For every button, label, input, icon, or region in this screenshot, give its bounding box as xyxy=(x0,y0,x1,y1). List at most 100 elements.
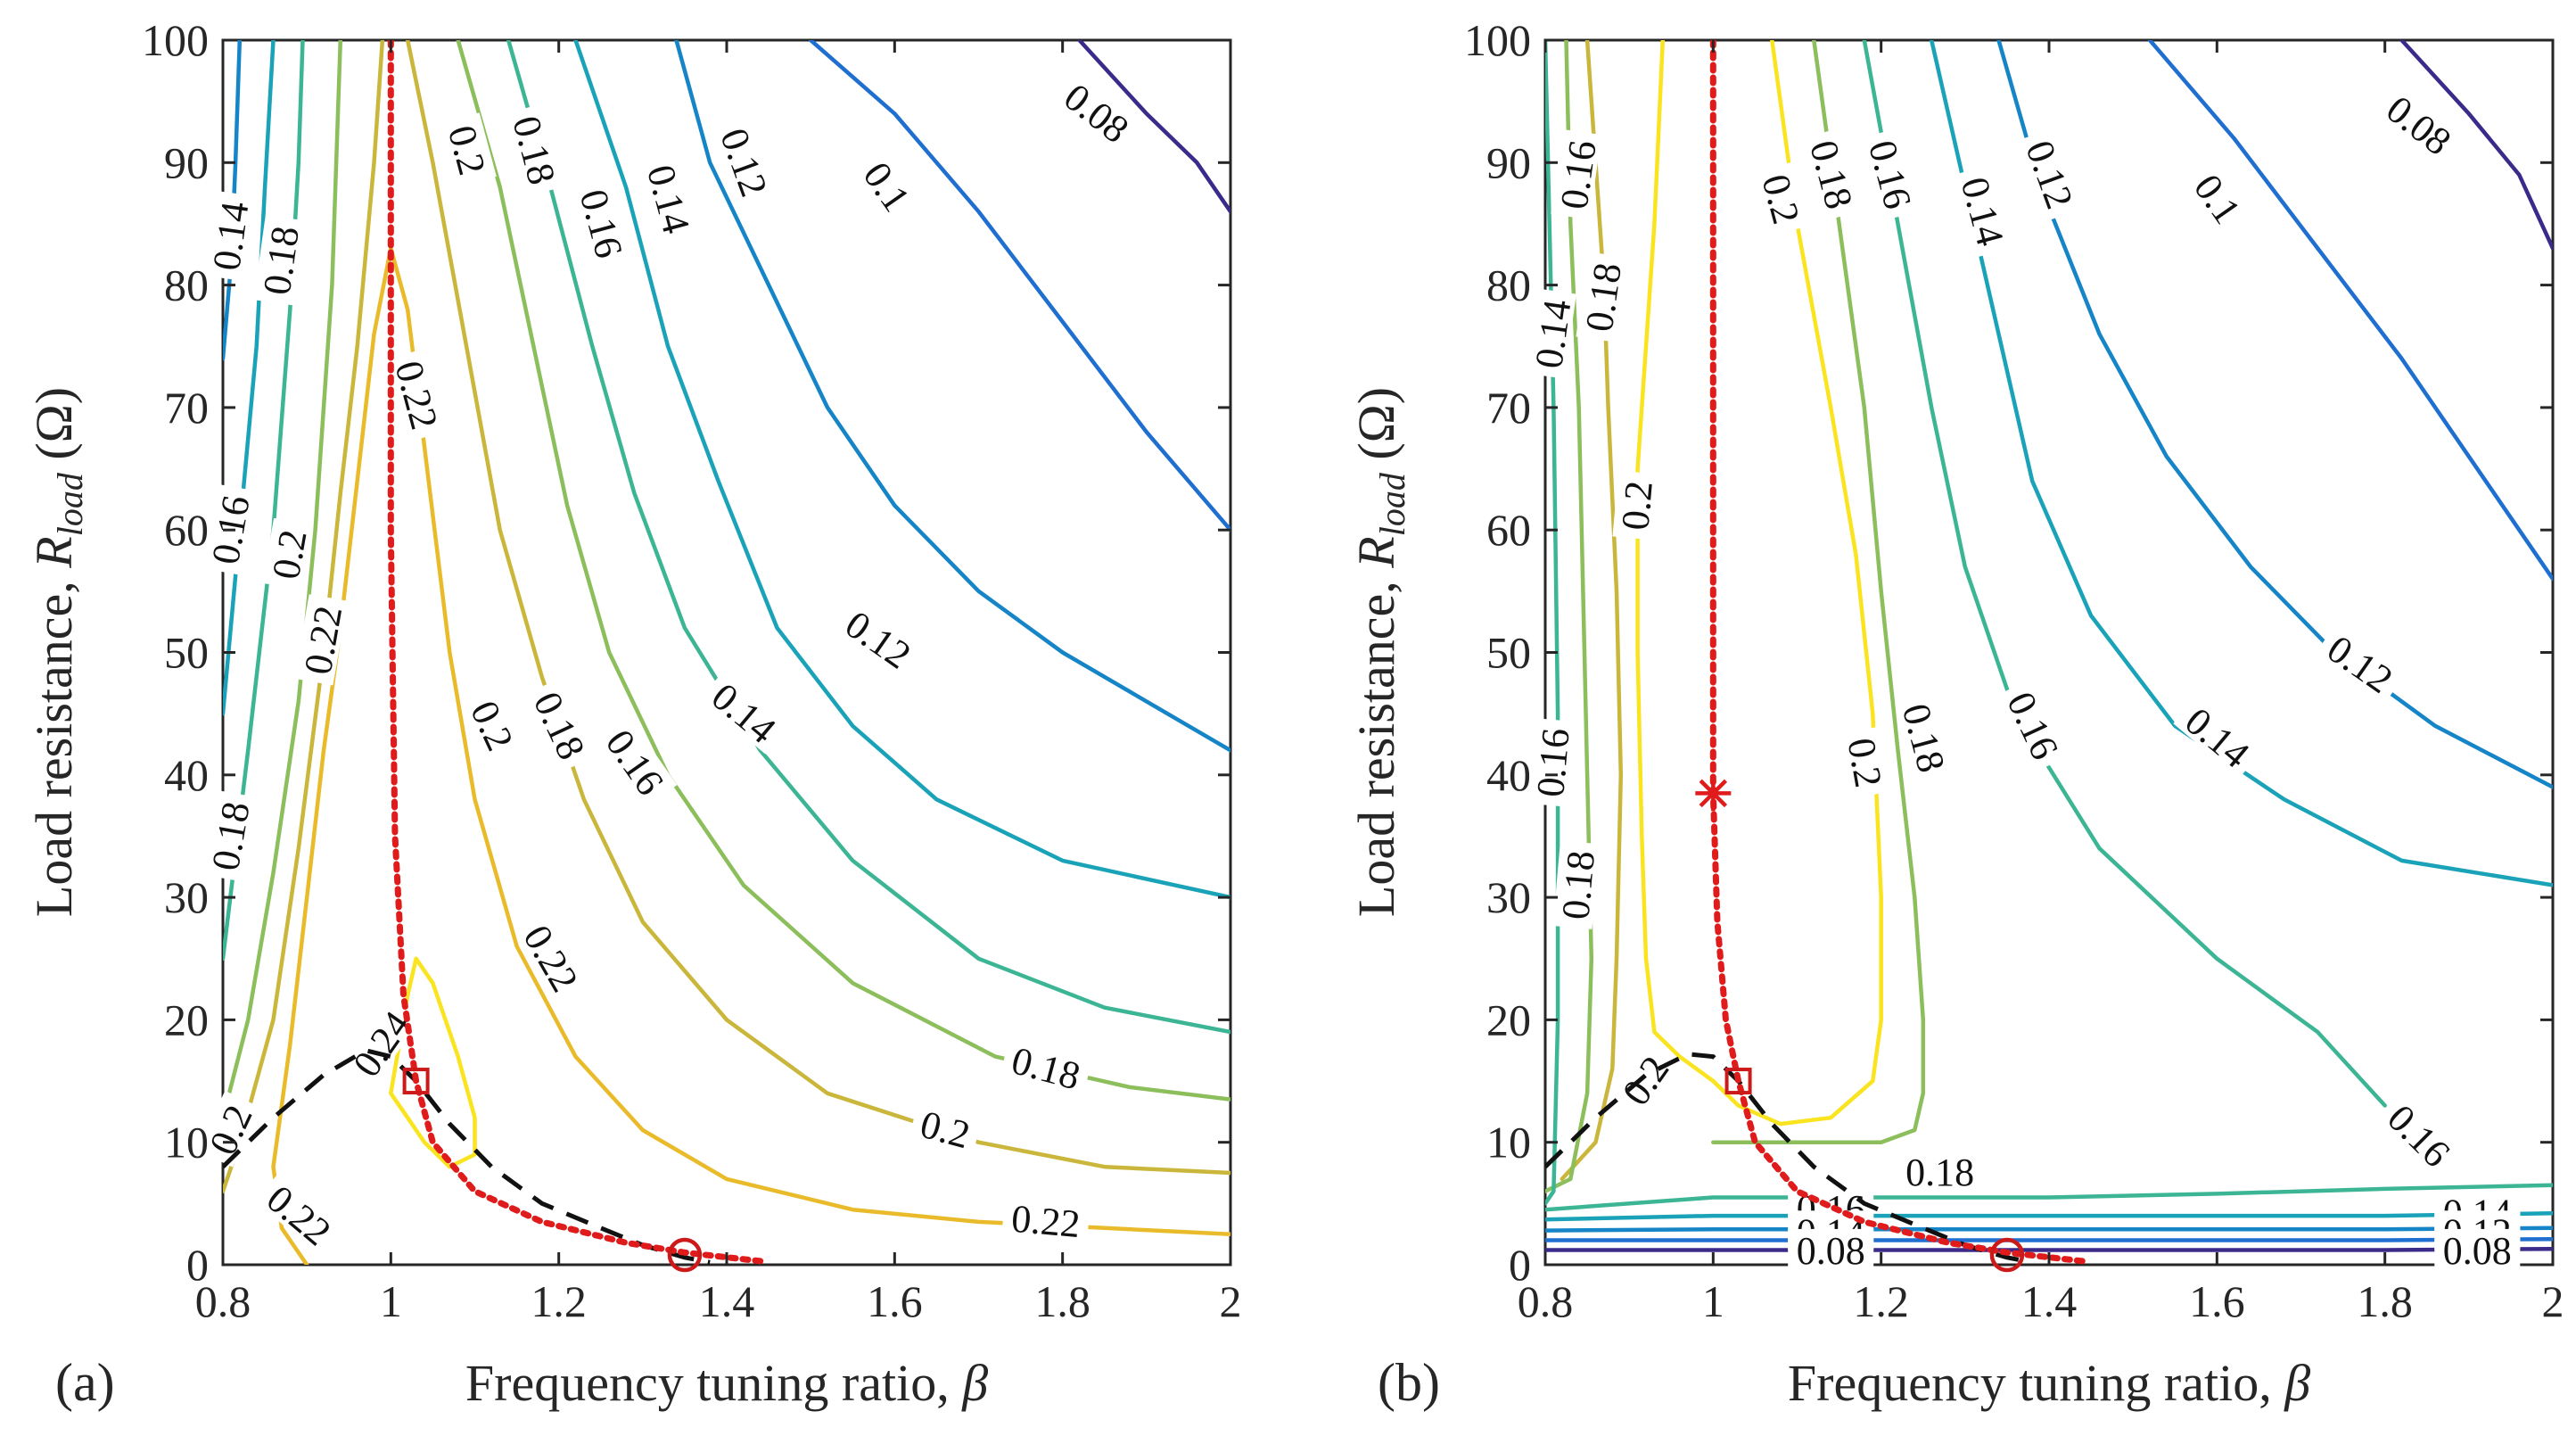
contour-label: 0.2 xyxy=(1839,726,1892,798)
y-tick-label: 80 xyxy=(164,260,209,310)
contour-label-bg xyxy=(525,677,597,772)
contour-label-bg xyxy=(202,190,254,281)
y-tick-label: 10 xyxy=(164,1118,209,1168)
contour-label-bg xyxy=(2173,693,2265,780)
contour-line-0_18 xyxy=(223,40,343,1120)
y-axis-unit: (Ω) xyxy=(25,387,83,473)
contour-label-bg xyxy=(1862,128,1922,221)
contour-label-text: 0.18 xyxy=(1577,260,1630,334)
x-tick-label: 2 xyxy=(1220,1276,1242,1326)
x-tick-label: 1 xyxy=(1702,1276,1724,1326)
y-tick-label: 40 xyxy=(164,750,209,800)
y-tick-label: 10 xyxy=(1486,1118,1531,1168)
contour-label: 0.14 xyxy=(699,669,791,755)
contour-label-bg xyxy=(853,147,924,225)
contour-label-bg xyxy=(1755,161,1811,236)
contour-label-text: 0.08 xyxy=(1797,1229,1865,1273)
y-tick-label: 40 xyxy=(1486,750,1531,800)
y-tick-label: 30 xyxy=(1486,872,1531,922)
contour-label-bg xyxy=(197,1090,261,1168)
panel-label: (b) xyxy=(1378,1353,1440,1412)
contour-label-bg xyxy=(2184,159,2255,236)
contour-label-bg xyxy=(1525,288,1576,379)
y-tick-label: 60 xyxy=(1486,505,1531,555)
contour-line-0_2 xyxy=(1711,40,1883,1127)
y-tick-label: 70 xyxy=(1486,383,1531,433)
contour-label: 0.08 xyxy=(2434,1228,2521,1273)
square-marker xyxy=(402,1068,430,1095)
contour-label: 0.16 xyxy=(1527,718,1578,807)
x-tick-label: 2 xyxy=(2542,1276,2564,1326)
contour-label-bg xyxy=(596,714,678,808)
contour-line-0_12 xyxy=(1545,1226,2553,1233)
contour-label-bg xyxy=(514,910,591,1004)
x-tick-label: 1.8 xyxy=(1034,1276,1090,1326)
y-axis-subscript: load xyxy=(50,472,90,536)
x-tick-label: 1.2 xyxy=(1853,1276,1909,1326)
contour-labels: 0.080.10.120.140.160.180.20.140.180.220.… xyxy=(197,70,1144,1257)
x-tick-label: 1.6 xyxy=(2189,1276,2245,1326)
y-axis-label-text: Load resistance, xyxy=(1347,568,1405,917)
dotted-red-curve xyxy=(1709,40,2086,1265)
plot-frame xyxy=(1543,38,2555,1267)
contour-label-bg xyxy=(2315,622,2408,704)
contour-line-0_1 xyxy=(1545,1236,2553,1242)
contour-label-bg xyxy=(1000,1036,1093,1097)
contour-label-bg xyxy=(462,686,526,763)
x-ticks: 0.8 1 1.2 1.4 1.6 1.8 2 xyxy=(1518,40,2564,1326)
contour-label-text: 0.2 xyxy=(264,526,316,582)
circle-marker xyxy=(667,1237,703,1273)
y-axis-symbol: R xyxy=(25,536,83,568)
y-axis-subscript: load xyxy=(1372,472,1412,536)
contour-label-text: 0.14 xyxy=(1527,297,1579,371)
contour-line-0_18 xyxy=(1711,40,1926,1144)
dotted-red-curve xyxy=(387,40,764,1265)
contour-line-0_18 xyxy=(1560,40,1624,1182)
y-axis-label: Load resistance, Rload (Ω) xyxy=(1347,387,1412,917)
contour-label-bg xyxy=(573,177,634,270)
contour-label-bg xyxy=(1803,128,1864,221)
x-axis-label-text: Frequency tuning ratio, xyxy=(465,1354,962,1412)
x-axis-label: Frequency tuning ratio, β xyxy=(1788,1354,2310,1412)
contour-label: 0.18 xyxy=(253,215,308,306)
contour-line-0_08 xyxy=(1077,40,1230,214)
contour-line-0_16 xyxy=(1545,1183,2553,1212)
asterisk-marker xyxy=(1695,775,1732,812)
contour-line-0_24 xyxy=(389,956,477,1169)
contour-label-bg xyxy=(640,152,701,245)
y-tick-label: 70 xyxy=(164,383,209,433)
contour-label-bg xyxy=(1552,840,1600,929)
contour-label-bg xyxy=(1551,128,1602,220)
contour-label: 0.22 xyxy=(1001,1195,1090,1246)
contour-label: 0.16 xyxy=(1551,128,1605,220)
y-axis-label-text: Load resistance, xyxy=(25,568,83,917)
y-ticks: 0 10 20 30 40 50 60 70 80 90 100 xyxy=(142,15,1230,1290)
contour-label: 0.18 xyxy=(202,789,259,882)
contour-label-text: 0.08 xyxy=(2443,1229,2512,1273)
contour-line-0_14 xyxy=(1545,40,1560,1206)
y-axis-unit: (Ω) xyxy=(1347,387,1405,473)
y-tick-label: 0 xyxy=(1509,1240,1531,1290)
contour-label-text: 0.16 xyxy=(1552,137,1605,211)
x-axis-label: Frequency tuning ratio, β xyxy=(465,1354,988,1412)
panel-a: 0.080.10.120.140.160.180.20.140.180.220.… xyxy=(25,15,1242,1412)
contour-label-bg xyxy=(294,594,349,686)
contour-label-bg xyxy=(909,1100,983,1155)
x-tick-label: 1.2 xyxy=(531,1276,587,1326)
y-tick-label: 30 xyxy=(164,872,209,922)
contour-label: 0.18 xyxy=(1576,252,1630,342)
circle-marker xyxy=(1989,1237,2025,1273)
contour-label: 0.22 xyxy=(294,594,350,686)
x-tick-label: 0.8 xyxy=(1518,1276,1574,1326)
contour-label-bg xyxy=(699,669,791,755)
contour-label-bg xyxy=(202,789,256,882)
contour-line-0_12 xyxy=(674,40,1230,753)
y-ticks: 0 10 20 30 40 50 60 70 80 90 100 xyxy=(1464,15,2553,1290)
contour-label: 0.14 xyxy=(1525,288,1580,379)
x-ticks: 0.8 1 1.2 1.4 1.6 1.8 2 xyxy=(195,40,1242,1326)
y-tick-label: 100 xyxy=(142,15,209,65)
contour-label-bg xyxy=(1896,690,1956,784)
panel-label: (a) xyxy=(55,1353,115,1412)
contour-label-bg xyxy=(254,1171,346,1257)
